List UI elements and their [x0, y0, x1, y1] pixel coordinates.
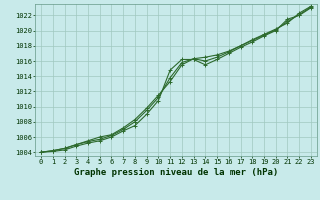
- X-axis label: Graphe pression niveau de la mer (hPa): Graphe pression niveau de la mer (hPa): [74, 168, 278, 177]
